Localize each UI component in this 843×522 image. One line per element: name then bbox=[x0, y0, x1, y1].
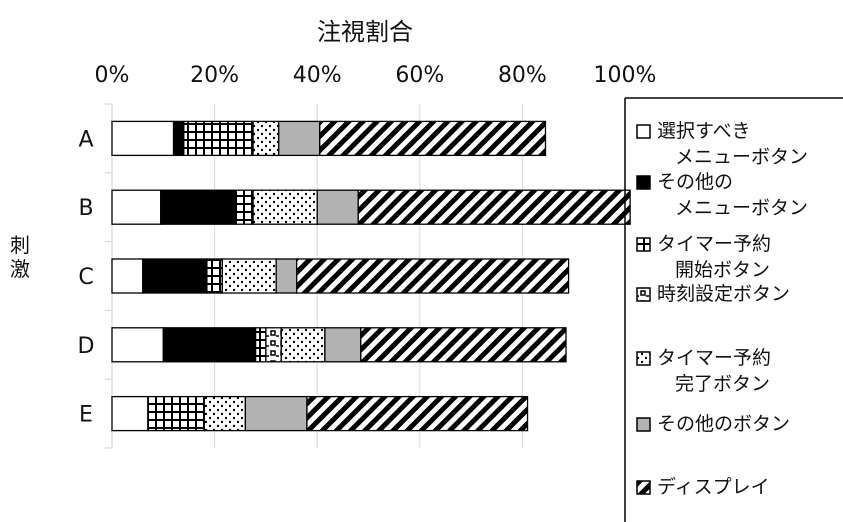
bar-segment bbox=[160, 189, 236, 225]
bar-segment bbox=[244, 395, 308, 432]
y-axis-label-char: 激 bbox=[10, 257, 30, 281]
bar-segment bbox=[111, 327, 164, 363]
x-tick-label: 60% bbox=[395, 63, 444, 88]
legend-label: タイマー予約開始ボタン bbox=[657, 233, 771, 281]
bar-segment bbox=[280, 327, 326, 363]
bar-segment bbox=[252, 189, 318, 225]
bar-segment bbox=[306, 395, 529, 432]
y-tick-label: B bbox=[78, 196, 93, 221]
bar-segment bbox=[142, 258, 208, 294]
legend-swatch bbox=[636, 351, 651, 366]
legend-label: 時刻設定ボタン bbox=[657, 283, 790, 305]
bar-segment bbox=[324, 327, 362, 363]
bar-segment bbox=[172, 120, 185, 157]
bar-segment bbox=[357, 189, 631, 225]
legend-label: 選択すべきメニューボタン bbox=[657, 120, 808, 168]
bar-segment bbox=[206, 258, 223, 294]
x-tick-label: 80% bbox=[498, 63, 547, 88]
bar-segment bbox=[111, 120, 175, 157]
legend-label: ディスプレイ bbox=[657, 476, 770, 498]
legend-swatch bbox=[636, 124, 651, 139]
x-tick-label: 0% bbox=[95, 63, 130, 88]
bar-segment bbox=[111, 189, 162, 225]
bar-segment bbox=[265, 327, 282, 363]
bar-segment bbox=[111, 395, 149, 432]
legend-swatch bbox=[636, 237, 651, 252]
bar-segment bbox=[234, 189, 254, 225]
bar-segment bbox=[360, 327, 567, 363]
y-tick-label: E bbox=[79, 403, 93, 428]
bar-segment bbox=[147, 395, 205, 432]
x-tick-label: 100% bbox=[594, 63, 657, 88]
legend-label: その他のメニューボタン bbox=[657, 171, 808, 219]
bar-segment bbox=[252, 120, 280, 157]
legend-swatch bbox=[636, 287, 651, 302]
chart-title: 注視割合 bbox=[317, 18, 413, 46]
x-tick-label: 40% bbox=[293, 63, 342, 88]
bars bbox=[111, 120, 631, 432]
bar-segment bbox=[221, 258, 277, 294]
legend-swatch bbox=[636, 417, 651, 432]
bar-segment bbox=[319, 120, 547, 157]
bar-segment bbox=[111, 258, 144, 294]
bar-segment bbox=[162, 327, 257, 363]
bar-segment bbox=[296, 258, 570, 294]
axes bbox=[105, 103, 113, 449]
bar-segment bbox=[278, 120, 321, 157]
bar-segment bbox=[316, 189, 359, 225]
bar-segment bbox=[183, 120, 254, 157]
legend-label: その他のボタン bbox=[657, 413, 790, 435]
bar-segment bbox=[254, 327, 267, 363]
legend-swatch bbox=[636, 175, 651, 190]
legend-swatch bbox=[636, 480, 651, 495]
y-tick-label: C bbox=[78, 265, 93, 290]
y-tick-label: A bbox=[78, 127, 93, 152]
bar-segment bbox=[275, 258, 298, 294]
legend: 選択すべきメニューボタンその他のメニューボタンタイマー予約開始ボタン時刻設定ボタ… bbox=[624, 97, 843, 522]
y-axis-label-char: 刺 bbox=[10, 233, 30, 257]
legend-label: タイマー予約完了ボタン bbox=[657, 347, 771, 395]
x-axis-tick-labels: 0% 20% 40% 60% 80% 100% bbox=[95, 63, 657, 88]
x-tick-label: 20% bbox=[190, 63, 239, 88]
y-axis-label: 刺激 bbox=[10, 233, 30, 281]
y-tick-label: D bbox=[78, 334, 95, 359]
bar-segment bbox=[203, 395, 247, 432]
y-axis-tick-labels: A B C D E bbox=[78, 127, 95, 427]
